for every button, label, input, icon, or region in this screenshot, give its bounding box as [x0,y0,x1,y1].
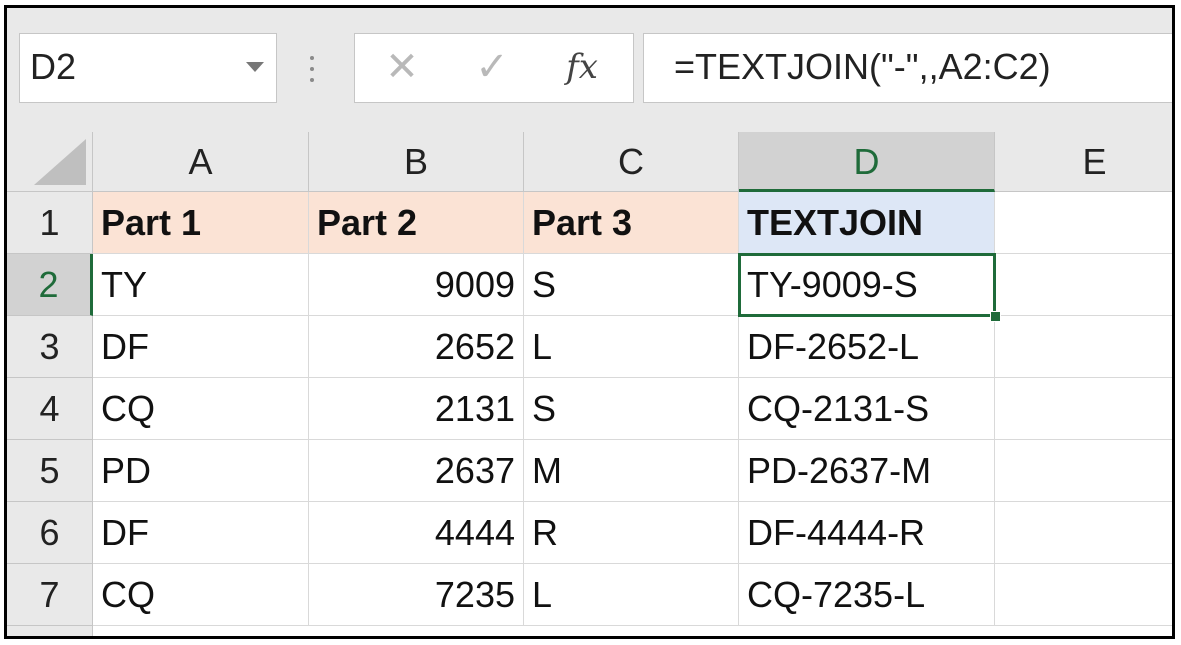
select-all-button[interactable] [7,132,93,192]
spreadsheet-window: D2 ✕ ✓ fx =TEXTJOIN("-",,A2:C2) A B C D E 1 Pa… [4,5,1175,639]
cell-d2[interactable]: TY-9009-S [739,254,995,316]
cancel-icon[interactable]: ✕ [385,45,419,89]
cell-b2[interactable]: 9009 [309,254,524,316]
name-box[interactable]: D2 [19,33,277,103]
cell-e7[interactable] [995,564,1172,626]
row-header-6[interactable]: 6 [7,502,93,564]
chevron-down-icon[interactable] [246,62,264,72]
check-icon[interactable]: ✓ [475,45,509,89]
row-header-4[interactable]: 4 [7,378,93,440]
cell-b7[interactable]: 7235 [309,564,524,626]
row-header-2[interactable]: 2 [7,254,93,316]
cell-a1[interactable]: Part 1 [93,192,309,254]
cell-a6[interactable]: DF [93,502,309,564]
cell-b1[interactable]: Part 2 [309,192,524,254]
row-header-3[interactable]: 3 [7,316,93,378]
cell-e2[interactable] [995,254,1172,316]
cell-d7[interactable]: CQ-7235-L [739,564,995,626]
cell-a4[interactable]: CQ [93,378,309,440]
formula-input[interactable]: =TEXTJOIN("-",,A2:C2) [643,33,1172,103]
cell-b5[interactable]: 2637 [309,440,524,502]
cell-e3[interactable] [995,316,1172,378]
fill-handle[interactable] [990,311,1001,322]
cell-c3[interactable]: L [524,316,739,378]
formula-controls: ✕ ✓ fx [354,33,634,103]
select-all-icon [34,139,86,185]
cell-c2[interactable]: S [524,254,739,316]
insert-function-icon[interactable]: fx [566,47,598,87]
row-header-overflow[interactable] [7,626,93,636]
cell-e6[interactable] [995,502,1172,564]
row-header-1[interactable]: 1 [7,192,93,254]
cell-d6[interactable]: DF-4444-R [739,502,995,564]
formula-text: =TEXTJOIN("-",,A2:C2) [674,46,1051,87]
cell-e4[interactable] [995,378,1172,440]
cell-b6[interactable]: 4444 [309,502,524,564]
cell-b3[interactable]: 2652 [309,316,524,378]
column-header-a[interactable]: A [93,132,309,192]
row-header-7[interactable]: 7 [7,564,93,626]
cell-d3[interactable]: DF-2652-L [739,316,995,378]
cell-d5[interactable]: PD-2637-M [739,440,995,502]
cell-d1[interactable]: TEXTJOIN [739,192,995,254]
drag-handle-icon[interactable] [310,56,314,84]
cell-a2[interactable]: TY [93,254,309,316]
column-header-d[interactable]: D [739,132,995,192]
name-box-value: D2 [30,46,77,87]
cell-c5[interactable]: M [524,440,739,502]
cell-e1[interactable] [995,192,1172,254]
cell-c4[interactable]: S [524,378,739,440]
cell-a5[interactable]: PD [93,440,309,502]
cell-a3[interactable]: DF [93,316,309,378]
cell-b4[interactable]: 2131 [309,378,524,440]
cell-c6[interactable]: R [524,502,739,564]
formula-bar: D2 ✕ ✓ fx =TEXTJOIN("-",,A2:C2) [7,8,1172,132]
cell-e5[interactable] [995,440,1172,502]
cell-d4[interactable]: CQ-2131-S [739,378,995,440]
column-header-b[interactable]: B [309,132,524,192]
row-header-5[interactable]: 5 [7,440,93,502]
column-header-c[interactable]: C [524,132,739,192]
cell-a7[interactable]: CQ [93,564,309,626]
column-header-e[interactable]: E [995,132,1172,192]
cell-c1[interactable]: Part 3 [524,192,739,254]
cell-c7[interactable]: L [524,564,739,626]
